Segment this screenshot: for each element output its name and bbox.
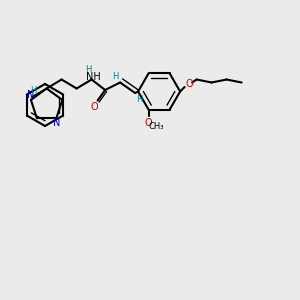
Text: N: N bbox=[27, 90, 34, 100]
Text: O: O bbox=[185, 79, 193, 89]
Text: H: H bbox=[112, 72, 119, 81]
Text: H: H bbox=[30, 86, 37, 95]
Text: H: H bbox=[85, 64, 92, 74]
Text: O: O bbox=[91, 101, 98, 112]
Text: H: H bbox=[136, 94, 143, 103]
Text: CH₃: CH₃ bbox=[148, 122, 164, 131]
Text: N: N bbox=[52, 118, 60, 128]
Text: O: O bbox=[145, 118, 152, 128]
Text: NH: NH bbox=[86, 71, 101, 82]
